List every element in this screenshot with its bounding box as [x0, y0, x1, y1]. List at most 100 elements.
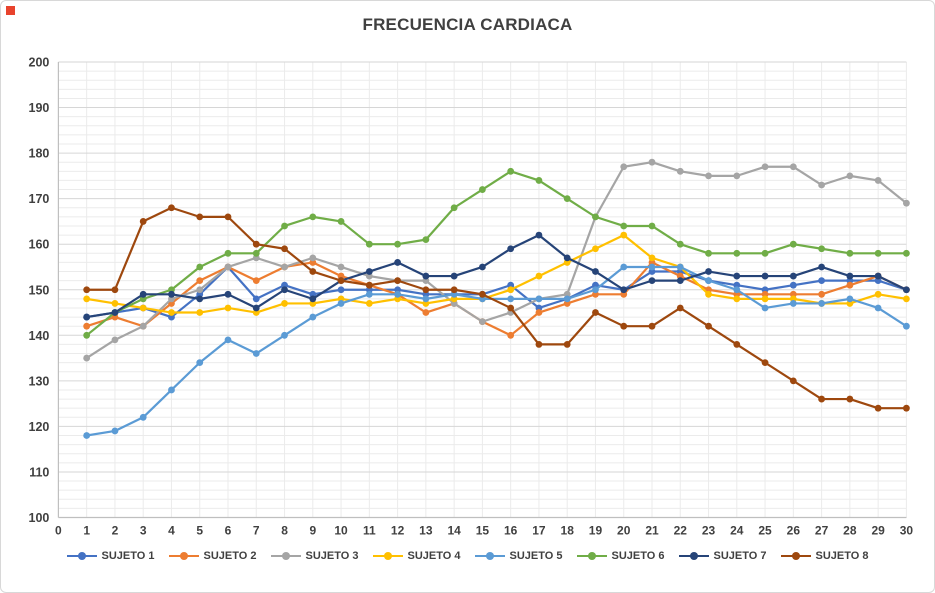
- data-point[interactable]: [818, 181, 825, 189]
- series-line[interactable]: [85, 161, 908, 360]
- data-point[interactable]: [252, 277, 260, 285]
- data-point[interactable]: [111, 300, 119, 307]
- data-point[interactable]: [705, 322, 712, 330]
- data-point[interactable]: [676, 167, 684, 175]
- data-point[interactable]: [507, 286, 515, 294]
- legend-item-sujeto-4[interactable]: SUJETO 4: [372, 550, 461, 562]
- data-point[interactable]: [903, 249, 910, 257]
- data-point[interactable]: [761, 304, 769, 312]
- data-point[interactable]: [507, 295, 515, 303]
- data-point[interactable]: [168, 290, 175, 298]
- data-point[interactable]: [224, 336, 232, 344]
- data-point[interactable]: [761, 295, 769, 303]
- data-point[interactable]: [846, 295, 854, 303]
- data-point[interactable]: [733, 341, 741, 348]
- data-point[interactable]: [83, 286, 91, 294]
- legend-item-sujeto-5[interactable]: SUJETO 5: [474, 550, 563, 562]
- data-point[interactable]: [733, 286, 741, 294]
- data-point[interactable]: [252, 304, 260, 312]
- data-point[interactable]: [168, 386, 175, 394]
- data-point[interactable]: [252, 350, 260, 357]
- data-point[interactable]: [592, 245, 599, 253]
- data-point[interactable]: [789, 240, 797, 248]
- data-point[interactable]: [592, 309, 599, 316]
- series-sujeto-5[interactable]: [83, 263, 910, 439]
- data-point[interactable]: [818, 395, 825, 403]
- data-point[interactable]: [168, 204, 175, 212]
- data-point[interactable]: [196, 263, 204, 271]
- data-point[interactable]: [309, 254, 317, 262]
- data-point[interactable]: [761, 249, 769, 257]
- data-point[interactable]: [903, 286, 910, 294]
- data-point[interactable]: [874, 177, 882, 184]
- data-point[interactable]: [761, 163, 769, 171]
- data-point[interactable]: [281, 263, 288, 271]
- data-point[interactable]: [224, 290, 232, 298]
- data-point[interactable]: [705, 277, 712, 285]
- data-point[interactable]: [252, 295, 260, 303]
- data-point[interactable]: [139, 413, 147, 421]
- data-point[interactable]: [111, 286, 119, 294]
- data-point[interactable]: [196, 295, 204, 303]
- data-point[interactable]: [252, 240, 260, 248]
- data-point[interactable]: [620, 231, 628, 239]
- data-point[interactable]: [620, 286, 628, 294]
- data-point[interactable]: [874, 249, 882, 257]
- data-point[interactable]: [507, 167, 515, 175]
- data-point[interactable]: [705, 268, 712, 275]
- data-point[interactable]: [676, 240, 684, 248]
- data-point[interactable]: [789, 272, 797, 280]
- data-point[interactable]: [676, 277, 684, 285]
- data-point[interactable]: [168, 309, 175, 316]
- data-point[interactable]: [874, 304, 882, 312]
- data-point[interactable]: [874, 272, 882, 280]
- data-point[interactable]: [394, 259, 401, 266]
- data-point[interactable]: [252, 249, 260, 257]
- data-point[interactable]: [789, 281, 797, 289]
- data-point[interactable]: [422, 236, 430, 244]
- data-point[interactable]: [676, 263, 684, 271]
- data-point[interactable]: [422, 286, 430, 294]
- data-point[interactable]: [479, 263, 486, 271]
- data-point[interactable]: [337, 277, 345, 285]
- data-point[interactable]: [535, 231, 543, 239]
- data-point[interactable]: [535, 272, 543, 280]
- data-point[interactable]: [224, 263, 232, 271]
- data-point[interactable]: [365, 300, 373, 307]
- data-point[interactable]: [563, 254, 571, 262]
- data-point[interactable]: [139, 322, 147, 330]
- data-point[interactable]: [394, 290, 401, 298]
- data-point[interactable]: [620, 263, 628, 271]
- data-point[interactable]: [83, 322, 91, 330]
- data-point[interactable]: [507, 245, 515, 253]
- data-point[interactable]: [592, 286, 599, 294]
- data-point[interactable]: [281, 222, 288, 230]
- data-point[interactable]: [846, 281, 854, 289]
- data-point[interactable]: [818, 277, 825, 285]
- data-point[interactable]: [620, 163, 628, 171]
- data-point[interactable]: [111, 336, 119, 344]
- data-point[interactable]: [563, 295, 571, 303]
- data-point[interactable]: [535, 309, 543, 316]
- data-point[interactable]: [224, 213, 232, 221]
- data-point[interactable]: [620, 222, 628, 230]
- legend-item-sujeto-6[interactable]: SUJETO 6: [576, 550, 665, 562]
- data-point[interactable]: [83, 331, 91, 339]
- data-point[interactable]: [733, 295, 741, 303]
- data-point[interactable]: [139, 218, 147, 225]
- data-point[interactable]: [365, 290, 373, 298]
- data-point[interactable]: [903, 199, 910, 207]
- data-point[interactable]: [592, 213, 599, 221]
- data-point[interactable]: [874, 290, 882, 298]
- data-point[interactable]: [563, 195, 571, 203]
- data-point[interactable]: [818, 245, 825, 253]
- data-point[interactable]: [139, 304, 147, 312]
- data-point[interactable]: [648, 158, 656, 166]
- data-point[interactable]: [620, 322, 628, 330]
- data-point[interactable]: [705, 172, 712, 180]
- data-point[interactable]: [196, 286, 204, 294]
- data-point[interactable]: [818, 300, 825, 307]
- data-point[interactable]: [281, 331, 288, 339]
- data-point[interactable]: [337, 300, 345, 307]
- data-point[interactable]: [422, 272, 430, 280]
